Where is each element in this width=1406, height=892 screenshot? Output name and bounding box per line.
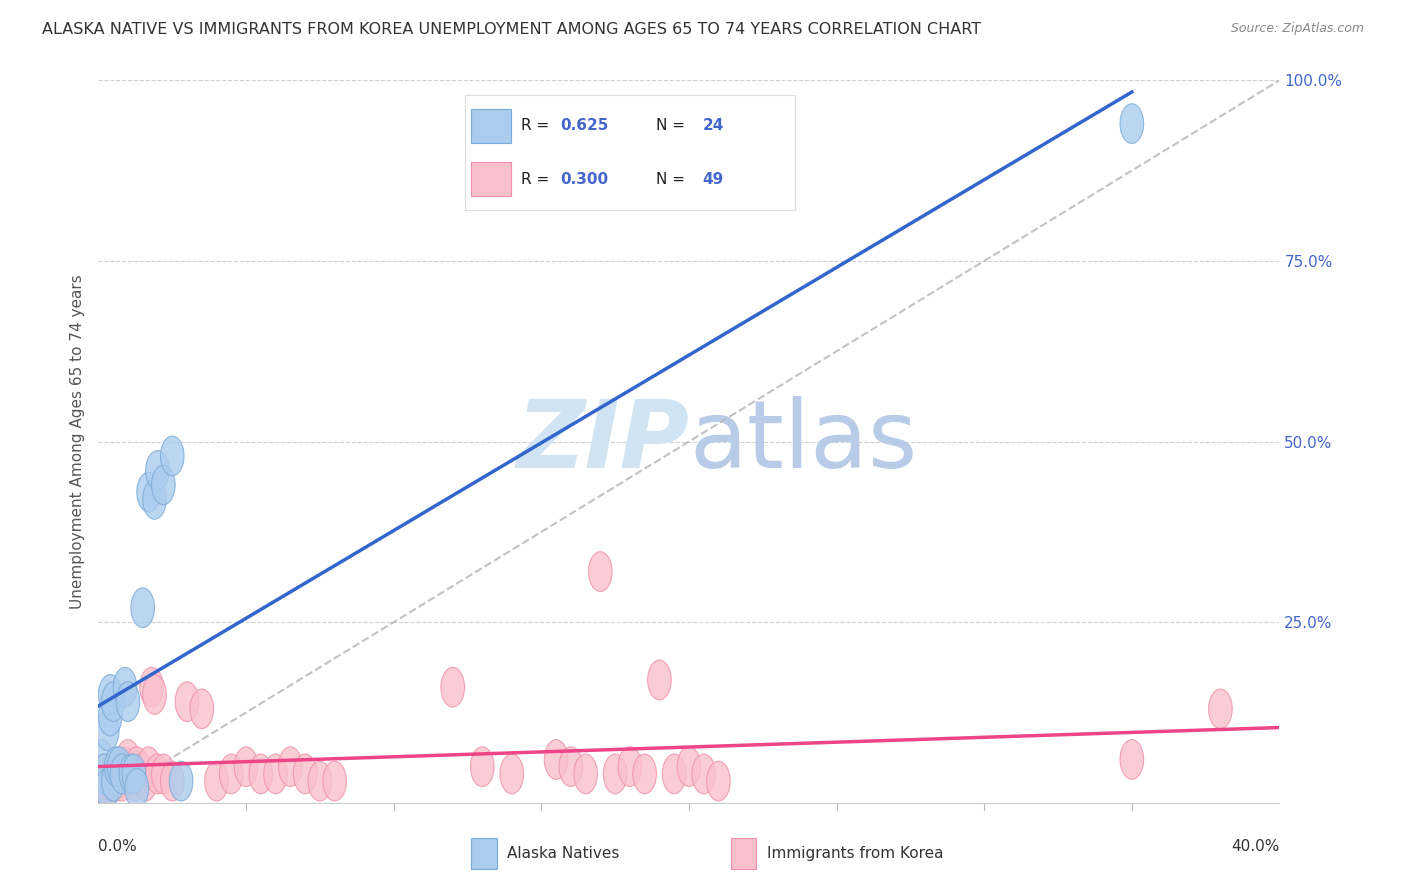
Text: ZIP: ZIP (516, 395, 689, 488)
Text: Source: ZipAtlas.com: Source: ZipAtlas.com (1230, 22, 1364, 36)
Text: ALASKA NATIVE VS IMMIGRANTS FROM KOREA UNEMPLOYMENT AMONG AGES 65 TO 74 YEARS CO: ALASKA NATIVE VS IMMIGRANTS FROM KOREA U… (42, 22, 981, 37)
Text: atlas: atlas (689, 395, 917, 488)
Text: 0.0%: 0.0% (98, 838, 138, 854)
Y-axis label: Unemployment Among Ages 65 to 74 years: Unemployment Among Ages 65 to 74 years (69, 274, 84, 609)
Text: 40.0%: 40.0% (1232, 838, 1279, 854)
